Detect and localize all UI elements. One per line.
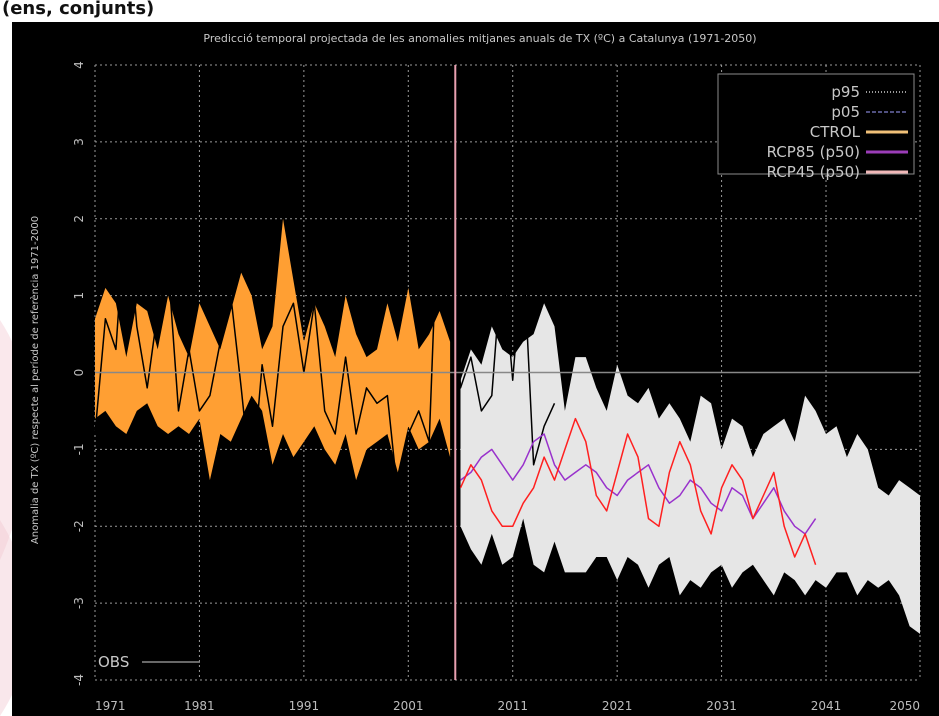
legend-label: CTROL [810,123,861,141]
chart-title: Predicció temporal projectada de les ano… [203,32,756,45]
y-tick-label: -4 [72,674,86,686]
ctrol-band [95,218,451,481]
y-tick-label: -3 [72,597,86,609]
y-tick-label: 2 [72,215,86,223]
y-axis-label: Anomalia de TX (ºC) respecte al període … [29,216,41,544]
legend: p95 p05 CTROL RCP85 (p50) RCP45 (p50) [717,73,915,181]
y-tick-label: -2 [72,520,86,532]
x-tick-label: 2011 [497,699,528,713]
y-tick-label: -1 [72,443,86,455]
y-tick-label: 1 [72,292,86,300]
legend-box [717,73,915,175]
x-tick-label: 2041 [811,699,842,713]
bands [95,218,920,634]
future-band [460,303,920,634]
legend-label: p95 [831,83,860,101]
x-tick-label: 1971 [95,699,126,713]
obs-legend-label: OBS [98,653,129,671]
x-tick-label: 2050 [889,699,920,713]
y-tick-label: 0 [72,369,86,377]
series-lines [94,164,817,565]
y-tick-label: 3 [72,138,86,146]
x-tick-label: 2031 [706,699,737,713]
legend-label: p05 [831,103,860,121]
legend-label: RCP45 (p50) [767,163,860,181]
rcp45-line [459,417,817,565]
header-fragment: (ens, conjunts) [2,0,154,19]
rcp85-line [460,433,817,535]
x-tick-label: 2001 [393,699,424,713]
x-tick-label: 1981 [184,699,215,713]
y-tick-label: 4 [72,61,86,69]
x-tick-label: 1991 [289,699,320,713]
tick-labels: -4 -3 -2 -1 0 1 2 3 4 1971 1981 1991 2001 2011 2021 203… [72,61,920,713]
x-tick-label: 2021 [602,699,633,713]
obs-line [94,164,556,497]
obs-legend: OBS [98,653,200,671]
legend-label: RCP85 (p50) [767,143,860,161]
